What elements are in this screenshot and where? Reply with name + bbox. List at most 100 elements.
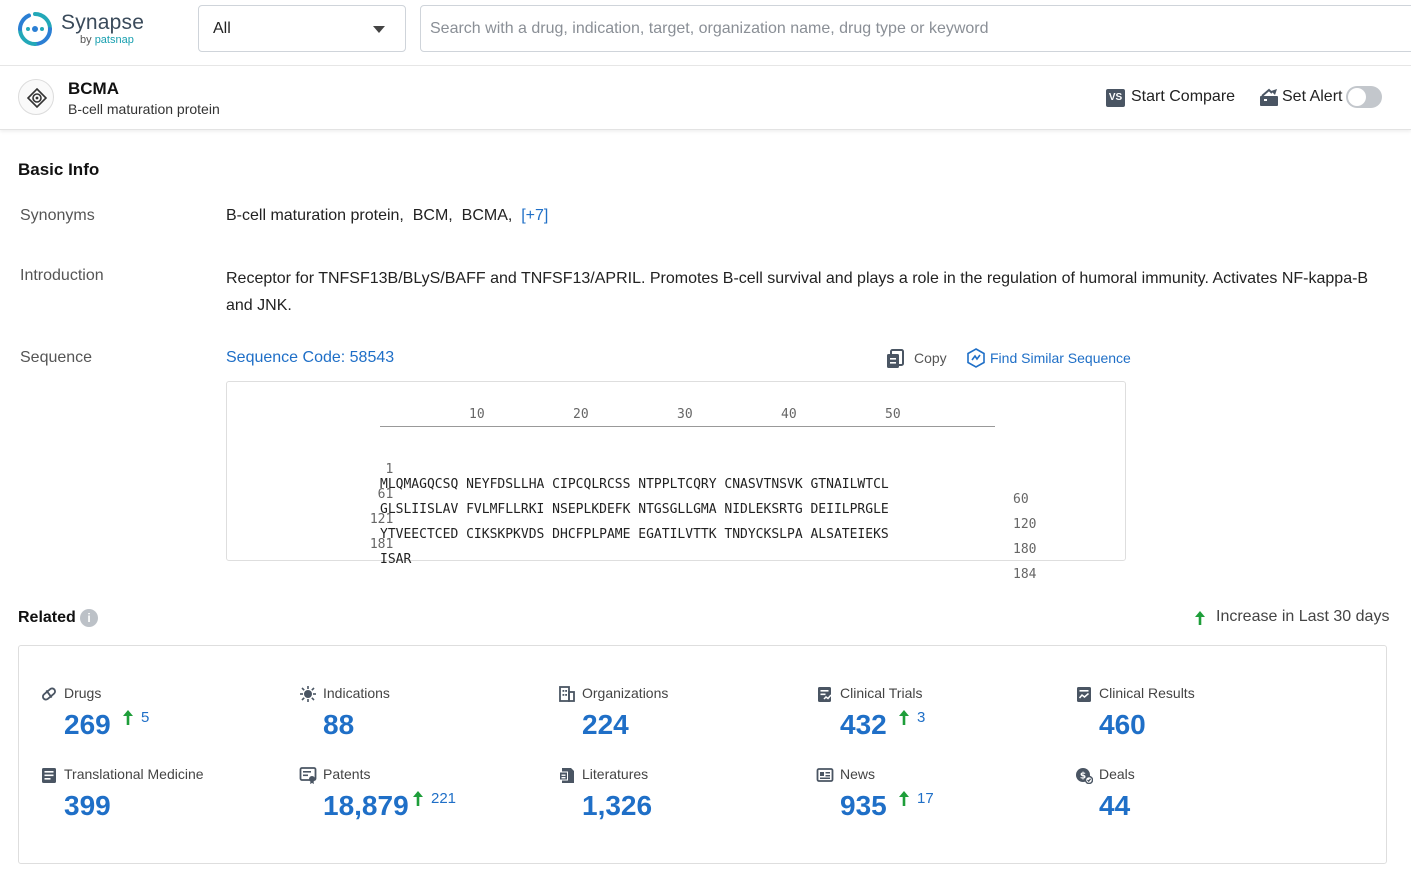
- stat-increase-value: 3: [917, 709, 925, 726]
- clipboard-icon: [816, 685, 834, 703]
- synonyms-label: Synonyms: [20, 207, 95, 225]
- stat-increase-value: 221: [431, 790, 456, 807]
- stat-value: 269: [64, 709, 111, 741]
- entity-header: BCMA B-cell maturation protein VS Start …: [0, 66, 1411, 130]
- related-title: Related: [18, 609, 76, 627]
- handshake-icon: $: [1075, 766, 1093, 784]
- target-icon: [18, 79, 54, 115]
- up-arrow-icon: [1194, 610, 1206, 626]
- up-arrow-icon: [898, 709, 910, 726]
- stat-label: Deals: [1099, 766, 1135, 782]
- increase-legend-label: Increase in Last 30 days: [1216, 608, 1389, 626]
- stat-drugs[interactable]: Drugs 269 5: [40, 685, 290, 755]
- app-name: Synapse: [61, 11, 144, 35]
- stat-value: 432: [840, 709, 887, 741]
- sequence-row-start: 1: [258, 462, 393, 477]
- copy-label: Copy: [914, 350, 947, 366]
- basic-info-title: Basic Info: [18, 160, 99, 180]
- synonyms-list: B-cell maturation protein, BCM, BCMA,: [226, 207, 512, 224]
- book-icon: [558, 766, 576, 784]
- stat-label: Translational Medicine: [64, 766, 204, 782]
- similar-sequence-icon: [966, 348, 986, 368]
- stat-news[interactable]: News 935 17: [816, 766, 1066, 836]
- synapse-logo[interactable]: Synapse by patsnap: [16, 10, 146, 50]
- sequence-row: 61 GLSLIISLAV FVLMFLLRKI NSEPLKDEFK NTGS…: [227, 472, 258, 490]
- sequence-code-link[interactable]: Sequence Code: 58543: [226, 349, 394, 367]
- byline-by: by: [80, 34, 92, 46]
- ruler-tick: 20: [573, 407, 589, 422]
- stat-value: 399: [64, 790, 111, 822]
- stat-value: 1,326: [582, 790, 652, 822]
- sequence-row-residues: GLSLIISLAV FVLMFLLRKI NSEPLKDEFK NTGSGLL…: [380, 502, 889, 517]
- patent-icon: [299, 766, 317, 784]
- sequence-row-start: 61: [258, 487, 393, 502]
- byline-brand: patsnap: [95, 34, 134, 46]
- stat-value: 935: [840, 790, 887, 822]
- app-byline: by patsnap: [80, 34, 134, 46]
- stat-patents[interactable]: Patents 18,879 221: [299, 766, 549, 836]
- stat-translational-medicine[interactable]: Translational Medicine 399: [40, 766, 290, 836]
- virus-icon: [299, 685, 317, 703]
- caret-down-icon: [373, 26, 385, 33]
- newspaper-icon: [816, 766, 834, 784]
- search-box[interactable]: [420, 5, 1411, 52]
- sequence-row: 181 ISAR 184: [227, 522, 258, 540]
- stat-label: News: [840, 766, 875, 782]
- stat-value: 44: [1099, 790, 1130, 822]
- stat-label: Literatures: [582, 766, 648, 782]
- sequence-row-start: 181: [258, 537, 393, 552]
- sequence-row: 121 YTVEECTCED CIKSKPKVDS DHCFPLPAME EGA…: [227, 497, 258, 515]
- sequence-ruler: [380, 426, 995, 427]
- stat-value: 224: [582, 709, 629, 741]
- stat-label: Clinical Results: [1099, 685, 1195, 701]
- stat-value: 88: [323, 709, 354, 741]
- building-icon: [558, 685, 576, 703]
- stat-deals[interactable]: $ Deals 44: [1075, 766, 1325, 836]
- synapse-logo-icon: [16, 10, 54, 48]
- ruler-tick: 40: [781, 407, 797, 422]
- stat-value: 460: [1099, 709, 1146, 741]
- sequence-row-end: 60: [1013, 492, 1029, 507]
- sequence-row-residues: YTVEECTCED CIKSKPKVDS DHCFPLPAME EGATILV…: [380, 527, 889, 542]
- search-scope-value: All: [213, 20, 231, 38]
- ruler-tick: 10: [469, 407, 485, 422]
- report-icon: [1075, 685, 1093, 703]
- stat-organizations[interactable]: Organizations 224: [558, 685, 808, 755]
- ruler-tick: 50: [885, 407, 901, 422]
- info-icon[interactable]: i: [80, 609, 98, 627]
- sequence-row-residues: ISAR: [380, 552, 411, 567]
- search-input[interactable]: [430, 18, 1400, 40]
- stat-label: Clinical Trials: [840, 685, 922, 701]
- up-arrow-icon: [122, 709, 134, 726]
- sequence-row-end: 184: [1013, 567, 1036, 582]
- stat-label: Patents: [323, 766, 370, 782]
- search-scope-select[interactable]: All: [198, 5, 406, 52]
- pill-icon: [40, 685, 58, 703]
- up-arrow-icon: [412, 790, 424, 807]
- sequence-row-residues: MLQMAGQCSQ NEYFDSLLHA CIPCQLRCSS NTPPLTC…: [380, 477, 889, 492]
- synonyms-value: B-cell maturation protein, BCM, BCMA, [+…: [226, 207, 548, 225]
- related-stats-card: Drugs 269 5 Indications 88 Organizations: [18, 645, 1387, 864]
- entity-subtitle: B-cell maturation protein: [68, 101, 220, 117]
- stat-literatures[interactable]: Literatures 1,326: [558, 766, 808, 836]
- sequence-row-end: 180: [1013, 542, 1036, 557]
- find-similar-sequence-label: Find Similar Sequence: [990, 350, 1131, 366]
- introduction-label: Introduction: [20, 267, 104, 285]
- sequence-row-start: 121: [258, 512, 393, 527]
- stat-clinical-results[interactable]: Clinical Results 460: [1075, 685, 1325, 755]
- sequence-row-end: 120: [1013, 517, 1036, 532]
- set-alert-toggle[interactable]: [1346, 86, 1382, 108]
- stat-clinical-trials[interactable]: Clinical Trials 432 3: [816, 685, 1066, 755]
- sequence-viewer: 10 20 30 40 50 1 MLQMAGQCSQ NEYFDSLLHA C…: [226, 381, 1126, 561]
- sequence-row: 1 MLQMAGQCSQ NEYFDSLLHA CIPCQLRCSS NTPPL…: [227, 447, 258, 465]
- top-bar: Synapse by patsnap All: [0, 0, 1411, 66]
- entity-title: BCMA: [68, 79, 119, 99]
- stat-indications[interactable]: Indications 88: [299, 685, 549, 755]
- sequence-label: Sequence: [20, 349, 92, 367]
- document-icon: [40, 766, 58, 784]
- introduction-text: Receptor for TNFSF13B/BLyS/BAFF and TNFS…: [226, 265, 1391, 319]
- stat-increase-value: 5: [141, 709, 149, 726]
- stat-label: Organizations: [582, 685, 668, 701]
- synonyms-more-link[interactable]: [+7]: [521, 207, 548, 224]
- up-arrow-icon: [898, 790, 910, 807]
